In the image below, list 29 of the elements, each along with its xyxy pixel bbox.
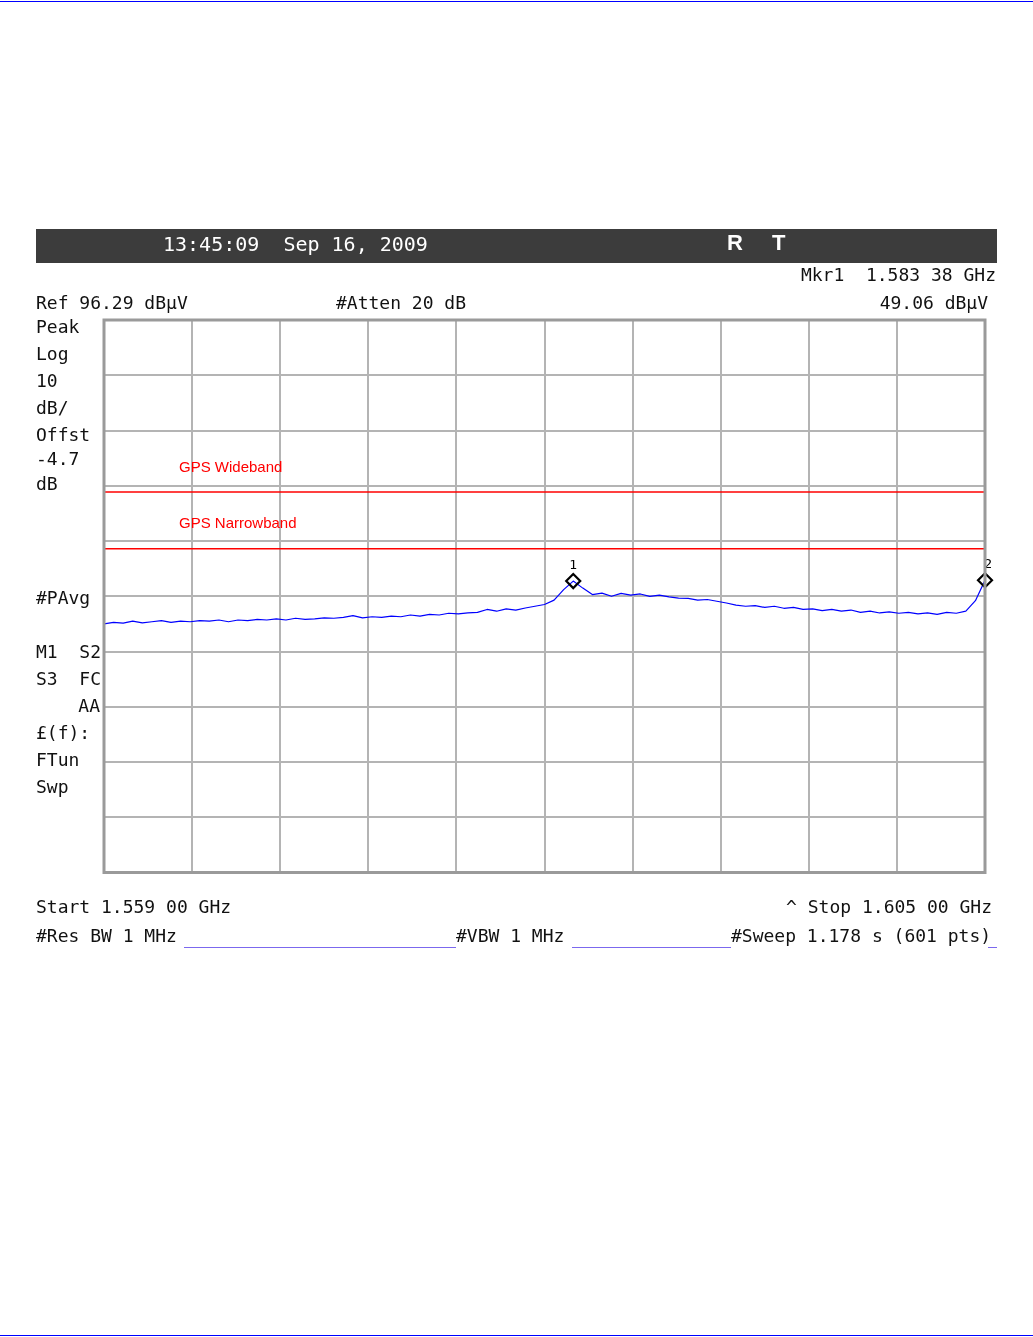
text: Ref 96.29 dBµV (36, 292, 188, 314)
text: Peak (36, 316, 80, 338)
text: AA (78, 695, 100, 717)
text: #Sweep 1.178 s (601 pts) (731, 925, 992, 947)
text: 10 (36, 370, 58, 392)
text: -4.7 (36, 448, 80, 470)
text: ^ Stop 1.605 00 GHz (786, 896, 992, 918)
text: #PAvg (36, 587, 91, 609)
text: Start 1.559 00 GHz (36, 896, 232, 918)
text: 49.06 dBµV (879, 292, 988, 314)
text: R (727, 230, 743, 255)
text: #Atten 20 dB (336, 292, 467, 314)
text: S3 FC (36, 668, 102, 690)
text: Swp (36, 776, 69, 798)
text: FTun (36, 749, 80, 771)
text: M1 S2 (36, 641, 102, 663)
annotation: 1 (569, 556, 578, 572)
text: £(f): (36, 722, 91, 744)
text: Mkr1 1.583 38 GHz (800, 264, 996, 286)
ref-line-label: GPS Wideband (179, 457, 283, 475)
text: dB (36, 473, 58, 495)
chart-title: 13:45:09 Sep 16, 2009 (163, 232, 428, 256)
text: Offst (36, 424, 91, 446)
text: dB/ (36, 397, 69, 419)
text: #VBW 1 MHz (456, 925, 565, 947)
ref-line-label: GPS Narrowband (179, 514, 297, 532)
text: #Res BW 1 MHz (36, 925, 177, 947)
text: T (772, 230, 786, 255)
text: Log (36, 343, 69, 365)
